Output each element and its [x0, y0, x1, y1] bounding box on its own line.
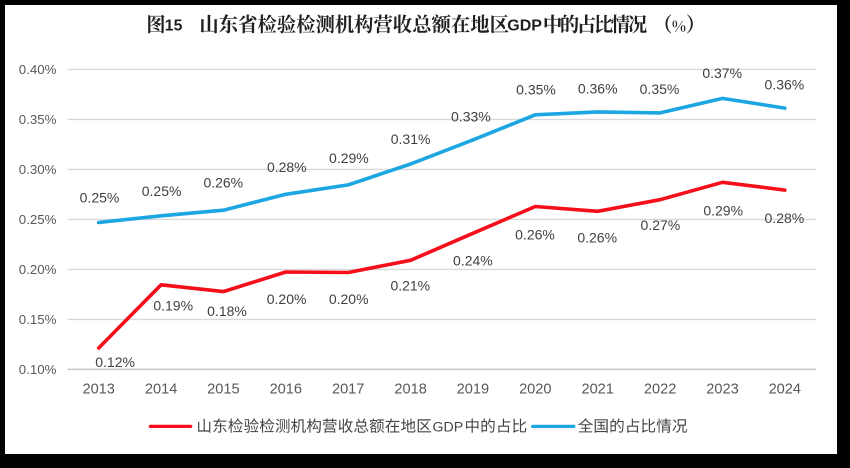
svg-text:2020: 2020	[519, 382, 551, 398]
svg-text:2015: 2015	[207, 382, 239, 398]
svg-text:2016: 2016	[270, 382, 302, 398]
svg-text:0.25%: 0.25%	[80, 190, 120, 206]
svg-text:0.40%: 0.40%	[19, 62, 57, 77]
svg-text:0.35%: 0.35%	[640, 81, 680, 97]
svg-text:2019: 2019	[457, 382, 489, 398]
svg-text:0.36%: 0.36%	[578, 80, 618, 96]
svg-text:15: 15	[165, 17, 183, 34]
svg-text:0.35%: 0.35%	[516, 82, 556, 98]
svg-text:0.27%: 0.27%	[641, 217, 681, 233]
svg-text:0.36%: 0.36%	[765, 76, 805, 92]
svg-text:GDP: GDP	[507, 17, 542, 34]
svg-text:0.29%: 0.29%	[329, 150, 369, 166]
svg-text:2021: 2021	[581, 382, 613, 398]
svg-text:0.20%: 0.20%	[19, 262, 57, 277]
svg-text:2017: 2017	[332, 382, 364, 398]
svg-text:0.29%: 0.29%	[703, 202, 743, 218]
svg-text:2013: 2013	[82, 382, 114, 398]
svg-text:2014: 2014	[145, 382, 177, 398]
svg-text:0.19%: 0.19%	[153, 298, 193, 314]
svg-text:0.25%: 0.25%	[19, 212, 57, 227]
svg-text:2018: 2018	[394, 382, 426, 398]
svg-text:0.15%: 0.15%	[19, 312, 57, 327]
svg-text:0.12%: 0.12%	[95, 354, 135, 370]
svg-text:0.26%: 0.26%	[577, 229, 617, 245]
svg-text:0.20%: 0.20%	[329, 291, 369, 307]
svg-text:0.20%: 0.20%	[267, 291, 307, 307]
svg-text:0.33%: 0.33%	[451, 108, 491, 124]
svg-text:0.24%: 0.24%	[453, 253, 493, 269]
svg-text:0.31%: 0.31%	[391, 131, 431, 147]
svg-text:0.18%: 0.18%	[207, 303, 247, 319]
svg-text:0.28%: 0.28%	[267, 159, 307, 175]
svg-text:0.37%: 0.37%	[702, 65, 742, 81]
svg-text:0.21%: 0.21%	[390, 278, 430, 294]
svg-text:0.10%: 0.10%	[19, 362, 57, 377]
svg-text:0.35%: 0.35%	[19, 112, 57, 127]
svg-text:0.30%: 0.30%	[19, 162, 57, 177]
svg-text:GDP: GDP	[433, 420, 464, 436]
svg-text:0.26%: 0.26%	[515, 227, 555, 243]
svg-text:2024: 2024	[769, 382, 801, 398]
svg-text:0.25%: 0.25%	[142, 183, 182, 199]
svg-text:0.26%: 0.26%	[203, 175, 243, 191]
svg-text:0.28%: 0.28%	[765, 210, 805, 226]
svg-text:2023: 2023	[706, 382, 738, 398]
svg-text:2022: 2022	[644, 382, 676, 398]
